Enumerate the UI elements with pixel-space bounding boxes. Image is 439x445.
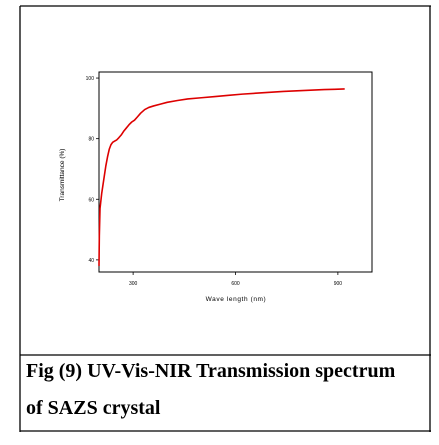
x-axis-label: Wave length (nm) [206,296,267,303]
y-axis-label: Transmittance (%) [59,149,66,202]
y-tick-label: 60 [88,197,94,203]
plot-area [98,71,373,273]
figure-caption-line-1: Fig (9) UV-Vis-NIR Transmission spectrum [26,360,396,382]
y-tick-label: 80 [88,137,94,143]
x-axis: 300 600 900 [129,272,342,287]
y-tick-label: 100 [86,76,95,82]
x-tick-label: 900 [334,281,343,287]
y-axis: 40 60 80 100 [86,76,99,264]
y-tick-label: 40 [88,258,94,264]
x-tick-label: 600 [231,281,240,287]
x-tick-label: 300 [129,281,138,287]
transmittance-line [98,88,345,266]
figure-caption-line-2: of SAZS crystal [26,397,161,419]
